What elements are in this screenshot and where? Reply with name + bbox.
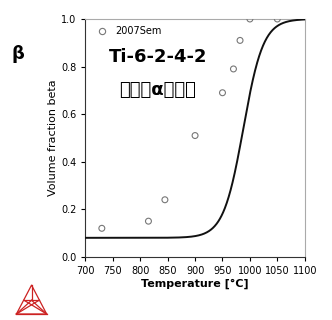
Point (99, 226, 105, 231)
Text: β: β (12, 45, 25, 63)
X-axis label: Temperature [°C]: Temperature [°C] (141, 279, 249, 289)
Point (275, 16, 280, 21)
Point (247, 16, 253, 21)
Text: Ti-6-2-4-2: Ti-6-2-4-2 (109, 48, 207, 66)
Point (162, 197, 168, 202)
Point (231, 66, 236, 71)
Y-axis label: Volume fraction beta: Volume fraction beta (48, 80, 58, 196)
Point (146, 219, 151, 224)
Point (220, 90, 225, 95)
Text: （ニアα合金）: （ニアα合金） (119, 81, 196, 99)
Point (193, 133, 198, 138)
Point (237, 38, 243, 43)
Legend: 2007Sem: 2007Sem (92, 26, 161, 36)
